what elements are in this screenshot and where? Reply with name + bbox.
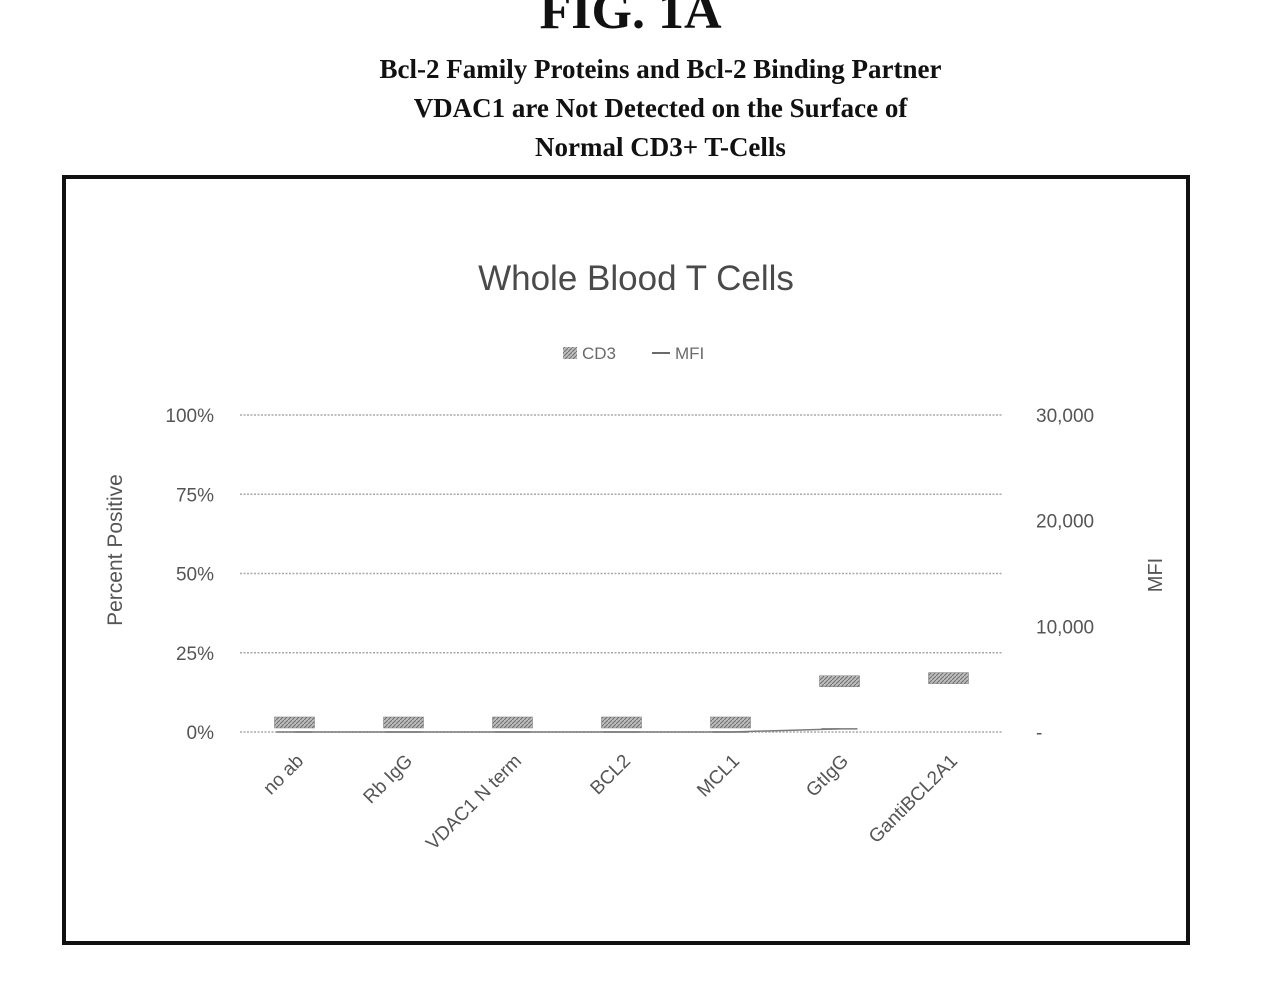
figure-label: FIG. 1A [539,0,722,40]
y-tick-label: 25% [176,644,214,665]
y2-tick-label: 30,000 [1036,406,1094,427]
legend-cd3-label: CD3 [582,344,616,363]
x-tick-label: GtIgG [802,751,853,802]
bar [710,716,751,729]
caption-line-3: Normal CD3+ T-Cells [535,132,786,162]
y-axis-label: Percent Positive [104,474,127,626]
mfi-series [276,728,858,733]
x-tick-label: no ab [260,751,308,799]
y2-tick-label: 20,000 [1036,512,1094,533]
x-tick-label: VDAC1 N term [422,751,526,855]
x-tick-label: GantiBCL2A1 [865,751,962,848]
bar [383,716,424,729]
y-tick-label: 75% [176,485,214,506]
x-axis-ticks: no ab Rb IgG VDAC1 N term BCL2 MCL1 GtIgG Gant… [260,751,962,855]
x-tick-label: Rb IgG [360,751,417,808]
bar [601,716,642,729]
bars [274,672,969,729]
bar [928,672,969,684]
caption-line-1: Bcl-2 Family Proteins and Bcl-2 Binding … [379,54,942,84]
chart-frame [62,175,1190,945]
caption-line-2: VDAC1 are Not Detected on the Surface of [413,93,908,123]
y2-tick-label: - [1036,723,1042,744]
gridlines [240,414,1003,733]
mfi-line [294,728,840,733]
legend: CD3 MFI [563,344,704,363]
x-tick-label: BCL2 [587,751,635,799]
bar [819,675,860,688]
bar [492,716,533,729]
legend-mfi-label: MFI [675,344,704,363]
figure-caption: Bcl-2 Family Proteins and Bcl-2 Binding … [0,50,1261,167]
y-tick-label: 100% [165,406,214,427]
y2-axis-ticks: - 10,000 20,000 30,000 [1036,406,1094,744]
x-tick-label: MCL1 [693,751,744,802]
y-tick-label: 50% [176,565,214,586]
y-tick-label: 0% [187,723,215,744]
legend-cd3-swatch [563,347,577,359]
y-axis-ticks: 0% 25% 50% 75% 100% [165,406,214,744]
bar [274,716,315,729]
chart-title: Whole Blood T Cells [478,259,794,298]
y2-axis-label: MFI [1145,558,1167,592]
y2-tick-label: 10,000 [1036,617,1094,638]
